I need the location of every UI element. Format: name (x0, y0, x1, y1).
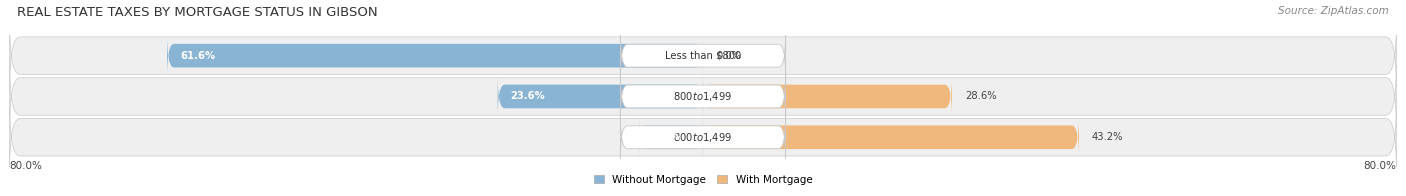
FancyBboxPatch shape (620, 34, 786, 77)
FancyBboxPatch shape (10, 107, 1396, 167)
Text: 28.6%: 28.6% (965, 92, 997, 102)
FancyBboxPatch shape (703, 116, 1078, 158)
FancyBboxPatch shape (10, 66, 1396, 127)
Text: 7.3%: 7.3% (652, 132, 681, 142)
Text: Source: ZipAtlas.com: Source: ZipAtlas.com (1278, 6, 1389, 16)
FancyBboxPatch shape (620, 75, 786, 118)
Text: 0.0%: 0.0% (716, 51, 741, 61)
FancyBboxPatch shape (10, 25, 1396, 86)
FancyBboxPatch shape (640, 116, 703, 158)
Text: $800 to $1,499: $800 to $1,499 (673, 131, 733, 144)
FancyBboxPatch shape (703, 76, 952, 117)
Text: 80.0%: 80.0% (10, 161, 42, 171)
Text: 80.0%: 80.0% (1364, 161, 1396, 171)
FancyBboxPatch shape (167, 35, 703, 76)
Text: 43.2%: 43.2% (1092, 132, 1123, 142)
Text: REAL ESTATE TAXES BY MORTGAGE STATUS IN GIBSON: REAL ESTATE TAXES BY MORTGAGE STATUS IN … (17, 6, 377, 19)
FancyBboxPatch shape (498, 76, 703, 117)
Text: 61.6%: 61.6% (180, 51, 215, 61)
FancyBboxPatch shape (620, 116, 786, 158)
Legend: Without Mortgage, With Mortgage: Without Mortgage, With Mortgage (593, 175, 813, 185)
Text: Less than $800: Less than $800 (665, 51, 741, 61)
Text: $800 to $1,499: $800 to $1,499 (673, 90, 733, 103)
Text: 23.6%: 23.6% (510, 92, 546, 102)
